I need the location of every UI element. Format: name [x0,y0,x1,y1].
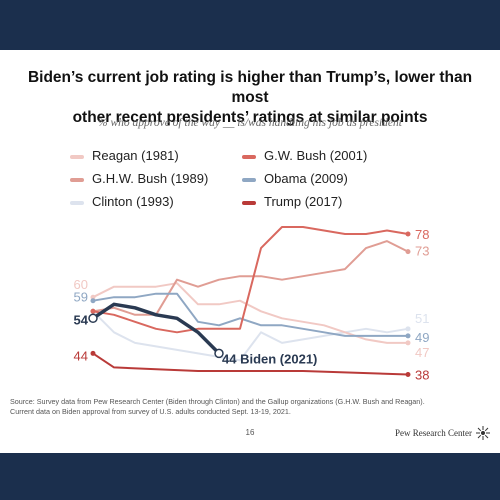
end-label-gw-bush: 78 [415,227,429,242]
legend-label-reagan: Reagan (1981) [92,148,179,163]
legend-item-obama: Obama (2009) [242,171,348,186]
page-number: 16 [245,428,255,437]
series-point-reagan-end [405,340,411,346]
series-point-gw-bush-end [405,231,411,237]
brand-name: Pew Research Center [395,428,472,438]
series-point-trump-start [90,350,96,356]
end-label-obama: 49 [415,330,429,345]
series-line-trump [92,352,409,376]
title-line-1: Biden’s current job rating is higher tha… [27,69,473,106]
slide: Biden’s current job rating is higher tha… [0,50,500,453]
end-label-clinton: 51 [415,311,429,326]
legend-item-ghw-bush: G.H.W. Bush (1989) [70,171,208,186]
series-lines [88,226,411,377]
source-line-2: Current data on Biden approval from surv… [10,407,291,416]
legend-swatch-clinton [70,200,84,205]
legend-item-trump: Trump (2017) [242,194,342,209]
source-note: Source: Survey data from Pew Research Ce… [10,397,430,417]
chart-title: Biden’s current job rating is higher tha… [10,68,490,128]
legend-swatch-obama [242,177,256,182]
legend-label-obama: Obama (2009) [264,171,348,186]
title-line-2: other recent presidents’ ratings at simi… [72,109,428,126]
end-label-trump: 38 [415,367,429,382]
series-line-biden [92,302,221,355]
end-label-reagan: 47 [415,345,429,360]
legend-item-clinton: Clinton (1993) [70,194,174,209]
legend-item-gw-bush: G.W. Bush (2001) [242,148,367,163]
start-label-reagan: 60 [74,277,88,292]
series-line-ghw-bush [92,240,409,316]
series-point-clinton-end [405,326,411,332]
legend-item-reagan: Reagan (1981) [70,148,179,163]
series-line-clinton [92,310,409,362]
legend-swatch-gw-bush [242,154,256,159]
source-line-1: Source: Survey data from Pew Research Ce… [10,397,425,406]
legend-swatch-ghw-bush [70,177,84,182]
start-label-trump: 44 [74,348,88,363]
start-label-obama: 59 [74,290,88,305]
start-label-biden: 54 [74,312,89,327]
series-line-gw-bush [92,226,409,334]
chart-subtitle: % who approve of the way __ is/was handl… [98,117,402,129]
legend-swatch-reagan [70,154,84,159]
biden-point-end [214,348,224,359]
series-point-gw-bush-start [90,308,96,314]
biden-point-start [88,313,98,324]
legend: Reagan (1981) G.H.W. Bush (1989) Clinton… [0,50,500,209]
end-label-ghw-bush: 73 [415,244,429,259]
legend-swatch-trump [242,200,256,205]
series-point-ghw-bush-end [405,249,411,255]
series-line-obama [92,292,408,337]
end-label-biden: 44 Biden (2021) [222,351,317,366]
series-point-trump-end [405,371,411,377]
legend-label-gw-bush: G.W. Bush (2001) [264,148,368,163]
legend-label-trump: Trump (2017) [264,194,343,209]
pew-logo-icon [476,426,490,440]
series-point-reagan-start [90,294,96,300]
legend-label-clinton: Clinton (1993) [92,194,174,209]
series-point-obama-start [90,298,96,304]
legend-label-ghw-bush: G.H.W. Bush (1989) [92,171,209,186]
series-point-obama-end [405,333,411,339]
